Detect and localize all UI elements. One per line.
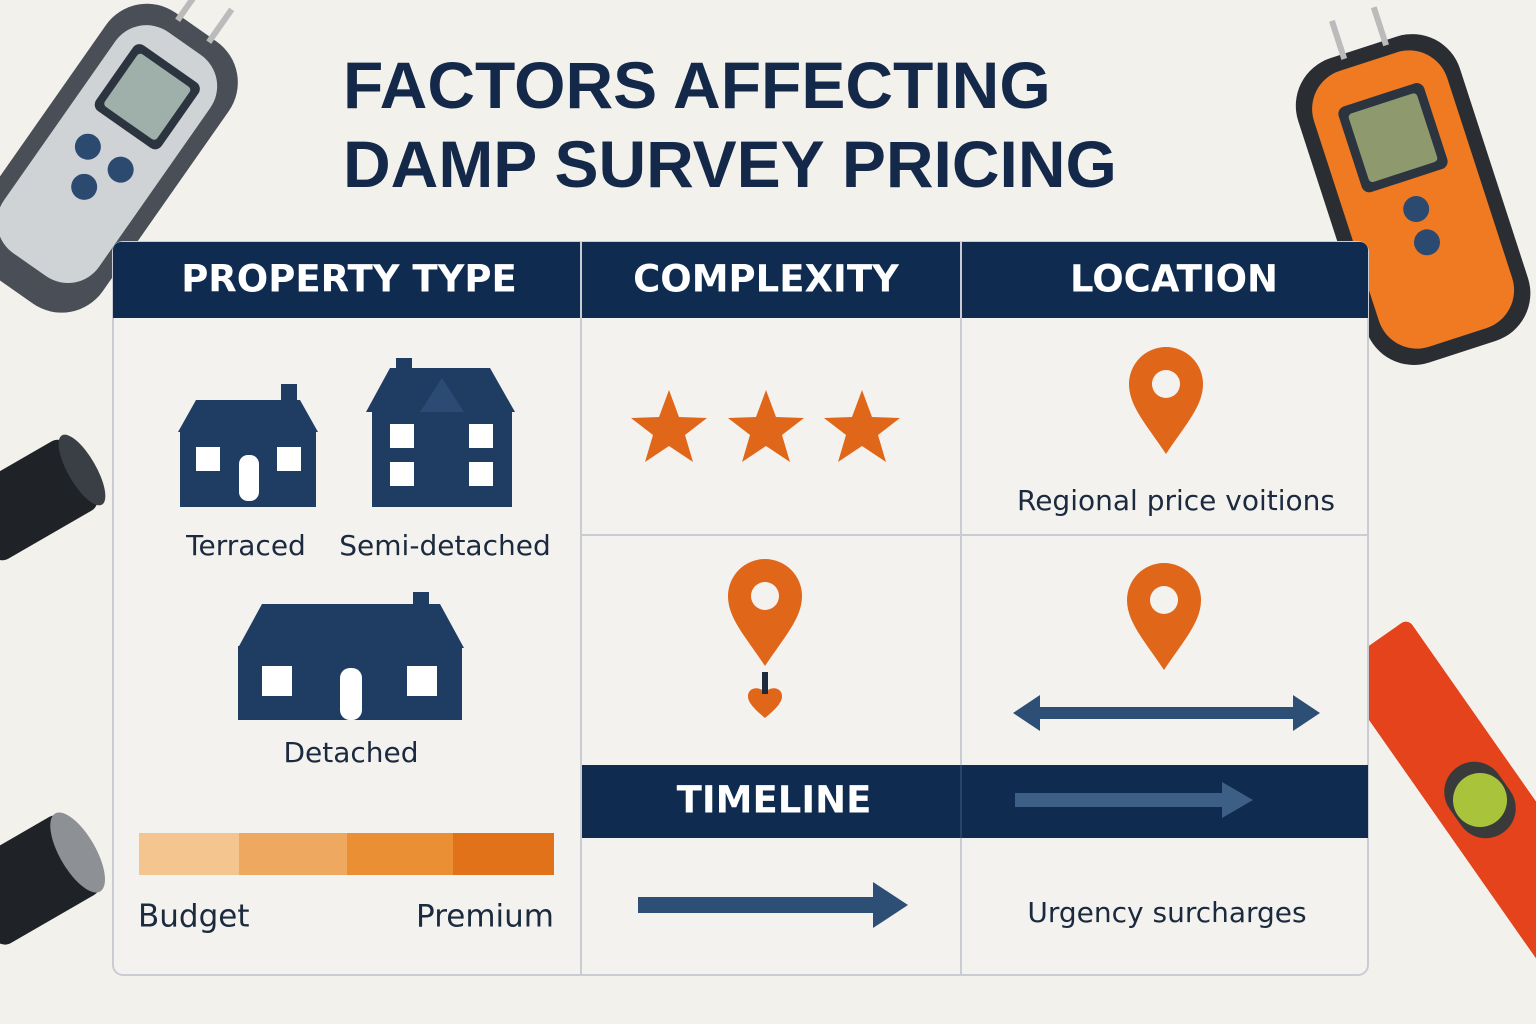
header-bar: [113, 242, 1368, 318]
property-label: Detached: [283, 736, 418, 769]
column-header: TIMELINE: [677, 779, 872, 822]
property-label: Terraced: [185, 529, 306, 562]
house-terraced: [178, 384, 318, 507]
pin-icon: [1129, 347, 1203, 454]
location-note: Regional price voitions: [1017, 484, 1335, 517]
column-header: COMPLEXITY: [633, 258, 900, 301]
scale-label: Budget: [138, 899, 250, 935]
moisture-meter-grey: [0, 0, 238, 313]
timeline-arrow: [638, 882, 908, 928]
price-scale: [139, 833, 554, 875]
pin-icon: [1127, 563, 1201, 670]
header-bar: [113, 300, 1368, 318]
house-detached: [238, 592, 464, 720]
torch-2: [0, 812, 106, 945]
house-semi-detached: [366, 358, 515, 507]
title-line: DAMP SURVEY PRICING: [343, 127, 1117, 201]
spirit-level: [1337, 621, 1536, 995]
title-line: FACTORS AFFECTING: [343, 48, 1051, 122]
property-label: Semi-detached: [339, 529, 550, 562]
scale-label: Premium: [416, 899, 554, 935]
timeline-arrow: [1015, 782, 1253, 818]
column-header: LOCATION: [1070, 258, 1278, 301]
double-arrow: [1013, 695, 1320, 731]
pin-icon: [728, 559, 802, 718]
column-header: PROPERTY TYPE: [181, 258, 517, 301]
torch-1: [0, 434, 106, 561]
timeline-note: Urgency surcharges: [1027, 896, 1306, 929]
